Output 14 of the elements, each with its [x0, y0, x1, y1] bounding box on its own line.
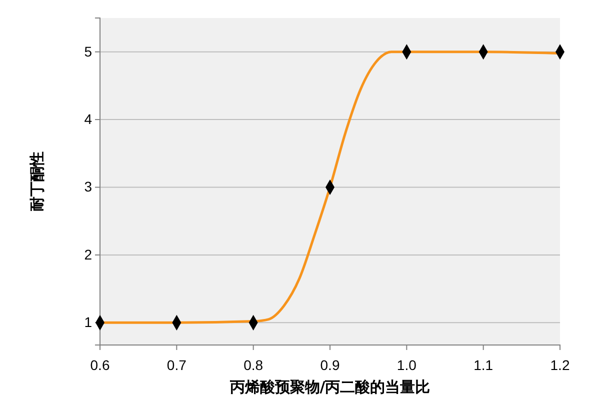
x-tick-label: 1.1 [474, 356, 494, 373]
x-tick-label: 1.2 [550, 356, 570, 373]
x-tick-label: 1.0 [396, 356, 417, 373]
y-tick-label: 5 [84, 43, 92, 60]
x-tick-label: 0.6 [90, 356, 110, 373]
x-tick-label: 0.7 [166, 356, 187, 373]
y-axis-title: 耐丁酮性 [28, 152, 46, 212]
x-axis-title: 丙烯酸预聚物/丙二酸的当量比 [228, 378, 430, 396]
x-tick-label: 0.8 [244, 356, 264, 373]
y-tick-label: 2 [84, 246, 92, 262]
x-tick-label: 0.9 [320, 356, 340, 373]
y-tick-label: 4 [84, 111, 92, 128]
y-tick-label: 1 [84, 314, 92, 330]
y-tick-label: 3 [84, 178, 92, 195]
